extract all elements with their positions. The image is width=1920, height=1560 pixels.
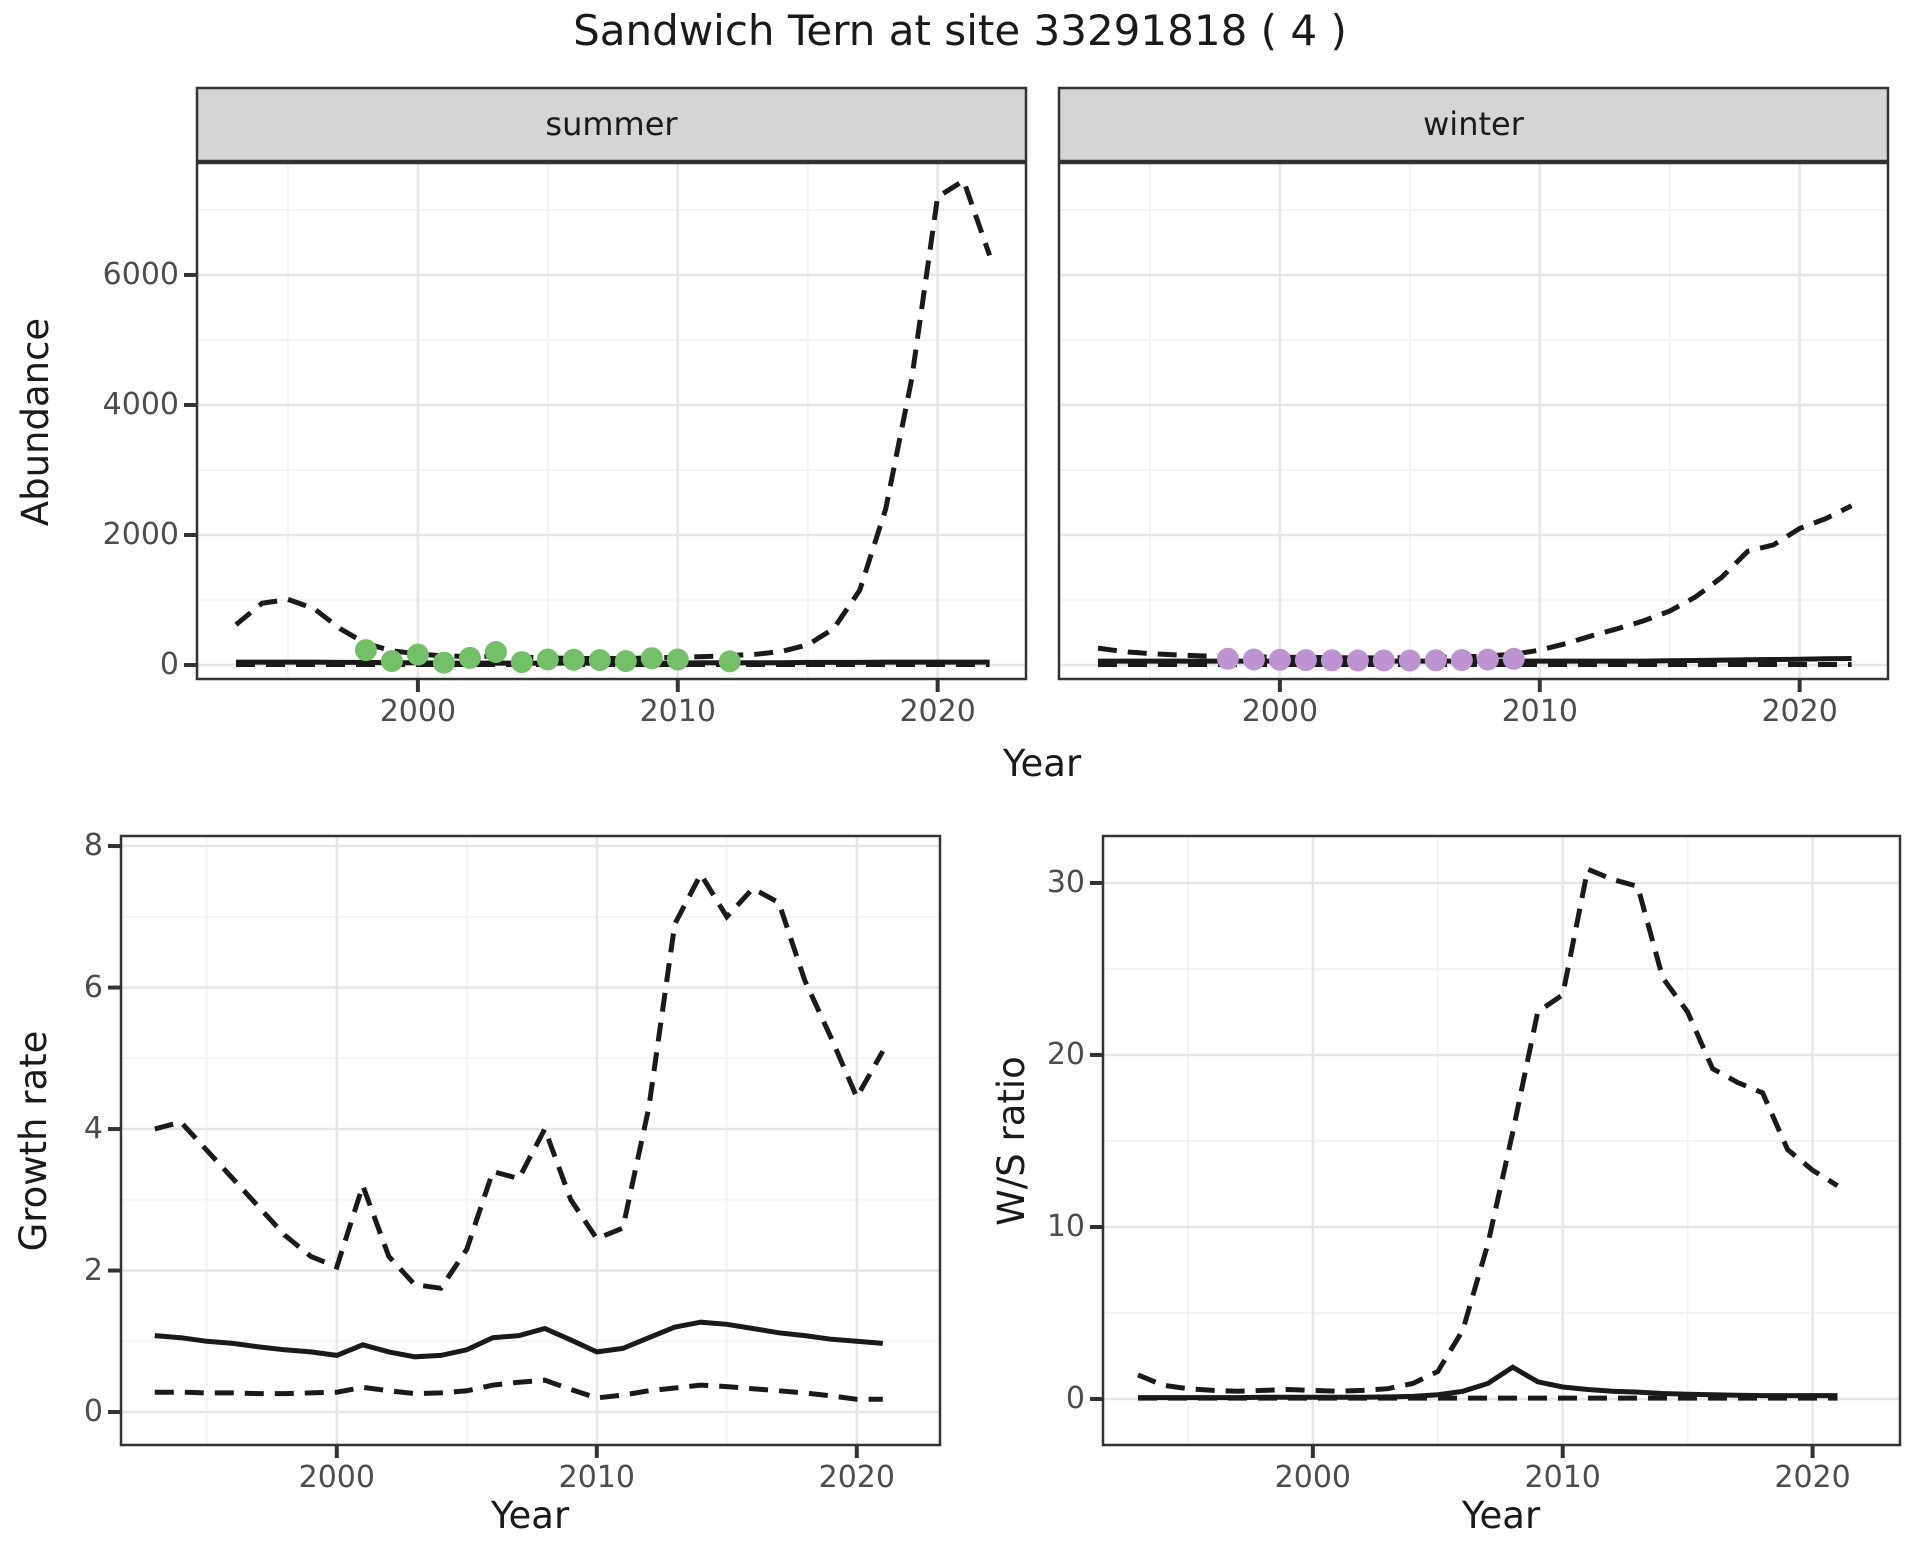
observation-point: [1216, 647, 1239, 670]
x-tick-label: 2020: [899, 694, 976, 729]
x-axis-title-year-top: Year: [1002, 742, 1082, 785]
y-tick-label: 20: [1046, 1036, 1085, 1072]
growth-rate-fit-line: [154, 1319, 884, 1360]
y-tick-label: 30: [1046, 864, 1085, 900]
growth-rate-upper-ci-line: [154, 869, 885, 1291]
abundance-winter-panel-bg: [1059, 163, 1888, 679]
x-tick-label: 2020: [818, 1460, 895, 1495]
x-tick-label: 2010: [639, 694, 716, 729]
ws-ratio-fit-line: [1138, 1364, 1838, 1401]
x-tick-label: 2000: [1274, 1460, 1352, 1495]
observation-point: [1320, 649, 1343, 672]
growth-rate-panel-bg: [121, 836, 940, 1445]
y-tick-label: 6000: [102, 256, 179, 292]
y-tick-label: 0: [83, 1394, 103, 1430]
observation-point: [510, 651, 533, 674]
observation-point: [1268, 648, 1291, 671]
observation-point: [1424, 649, 1447, 672]
y-axis-title-ws-ratio: W/S ratio: [990, 1056, 1033, 1226]
x-tick-label: 2000: [298, 1460, 375, 1495]
observation-point: [536, 648, 559, 671]
y-tick-label: 4: [83, 1111, 103, 1147]
x-axis-title-year-bottom-left: Year: [490, 1494, 570, 1537]
y-tick-label: 8: [83, 828, 103, 864]
observation-point: [1450, 649, 1473, 672]
observation-point: [432, 651, 455, 674]
abundance-winter-panel-border: [1057, 161, 1890, 681]
chart-title: Sandwich Tern at site 33291818 ( 4 ): [573, 6, 1347, 55]
abundance-summer-strip: [195, 86, 1028, 163]
x-tick-label: 2020: [1774, 1460, 1851, 1495]
x-tick-label: 2000: [1241, 694, 1319, 729]
x-tick-label: 2010: [558, 1460, 635, 1495]
observation-point: [406, 643, 429, 666]
observation-point: [1346, 649, 1369, 672]
facet-label-summer: summer: [545, 105, 678, 143]
observation-point: [640, 647, 663, 670]
y-tick-label: 4000: [102, 386, 179, 422]
y-tick-label: 10: [1046, 1208, 1085, 1244]
observation-point: [614, 650, 637, 673]
observation-point: [1476, 648, 1499, 671]
observation-point: [1242, 648, 1265, 671]
observation-point: [354, 639, 377, 662]
observation-point: [1398, 649, 1421, 672]
observation-point: [1502, 647, 1525, 670]
abundance-summer-upper-ci-line: [234, 176, 992, 661]
observation-point: [484, 641, 507, 663]
x-tick-label: 2020: [1761, 694, 1838, 729]
observation-point: [666, 648, 689, 671]
y-tick-label: 6: [83, 969, 103, 1005]
abundance-summer-panel-bg: [197, 163, 1026, 679]
abundance-winter-fit-line: [1098, 656, 1852, 664]
growth-rate-lower-ci-line: [154, 1377, 883, 1402]
y-tick-label: 2: [83, 1252, 103, 1288]
x-tick-label: 2000: [379, 694, 457, 729]
y-tick-label: 2000: [102, 516, 179, 552]
ws-ratio-panel-border: [1101, 834, 1902, 1447]
observation-point: [1294, 649, 1317, 672]
observation-point: [588, 649, 611, 672]
x-tick-label: 2010: [1524, 1460, 1601, 1495]
observation-point: [562, 648, 585, 671]
facet-label-winter: winter: [1423, 105, 1524, 143]
observation-point: [458, 646, 481, 669]
abundance-winter-strip: [1057, 86, 1890, 163]
abundance-summer-panel-border: [195, 161, 1028, 681]
observation-point: [1372, 649, 1395, 672]
y-tick-label: 0: [1065, 1381, 1085, 1416]
growth-rate-panel-border: [119, 834, 942, 1447]
observation-point: [380, 650, 403, 673]
x-axis-title-year-bottom-right: Year: [1461, 1494, 1541, 1537]
x-tick-label: 2010: [1501, 694, 1578, 729]
observation-point: [718, 650, 741, 673]
y-tick-label: 0: [159, 647, 179, 683]
